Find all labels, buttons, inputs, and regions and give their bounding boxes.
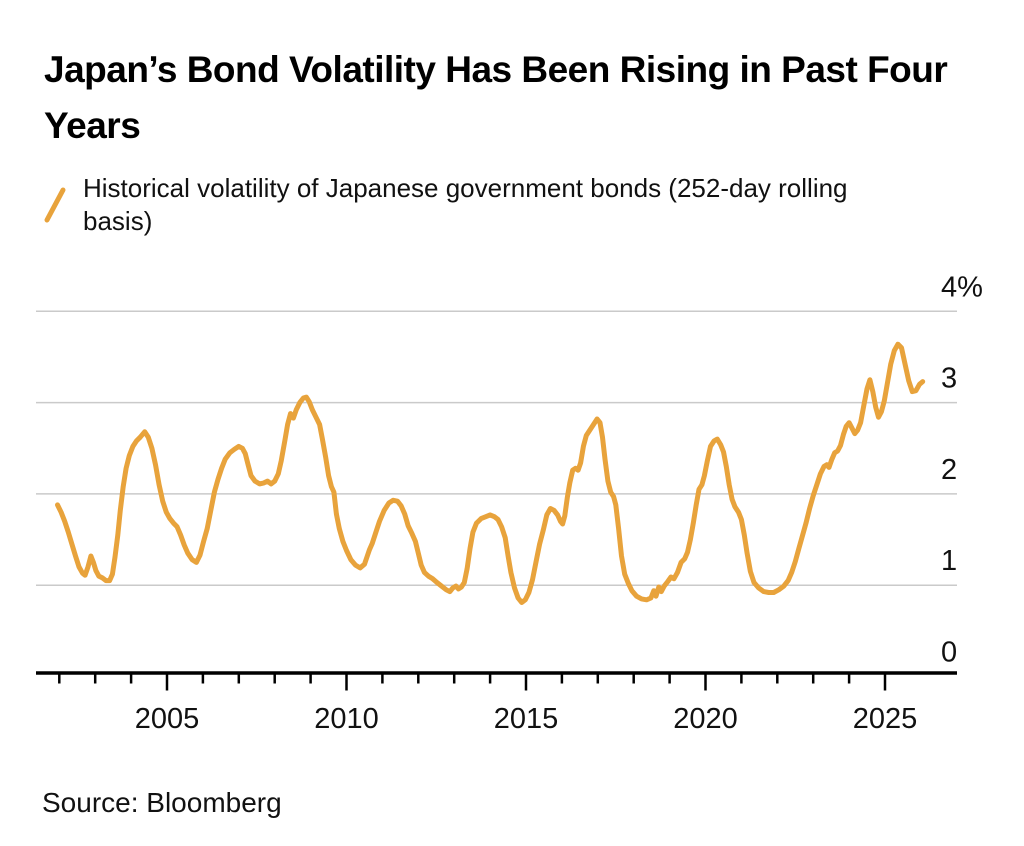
chart-title-line2: Years [44,105,141,146]
x-axis-label: 2015 [494,703,559,735]
chart-title: Japan’s Bond Volatility Has Been Rising … [44,42,948,154]
legend-line-swatch-icon [44,187,66,223]
legend-label-line1: Historical volatility of Japanese govern… [83,173,848,203]
chart-title-line1: Japan’s Bond Volatility Has Been Rising … [44,49,948,90]
legend-label-line2: basis) [83,206,153,236]
source-note: Source: Bloomberg [42,787,282,818]
y-axis-label: 2 [941,454,957,486]
x-axis-label: 2025 [853,703,918,735]
y-axis-label: 0 [941,637,957,669]
x-axis-label: 2020 [673,703,738,735]
x-axis-label: 2010 [314,703,379,735]
x-axis-label: 2005 [135,703,200,735]
y-axis-label: 3 [941,363,957,395]
legend-label: Historical volatility of Japanese govern… [83,172,848,238]
y-axis-label: 1 [941,545,957,577]
y-axis-label: 4% [941,271,983,303]
volatility-series-line [55,341,926,605]
